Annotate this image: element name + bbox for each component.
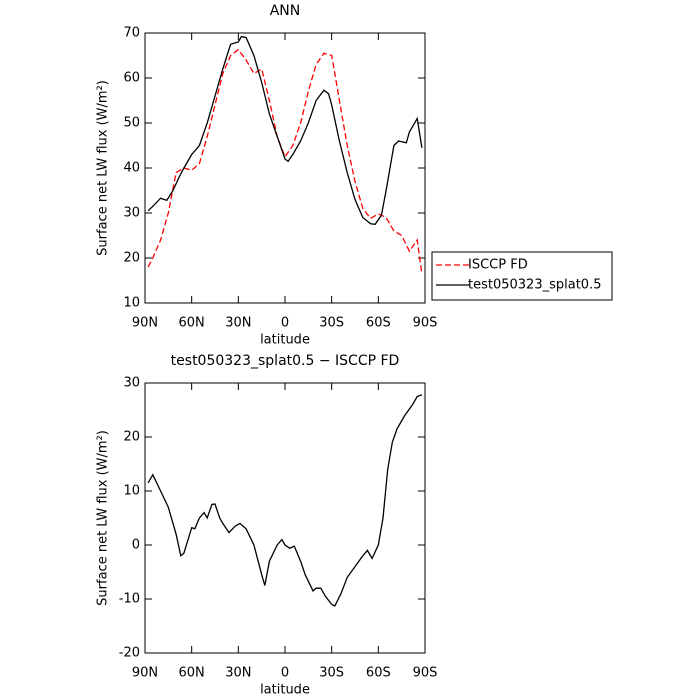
x-tick-label: 30N (225, 316, 251, 331)
y-tick-label: 60 (123, 71, 140, 86)
y-tick-label: 20 (123, 251, 140, 266)
y-tick-label: -20 (119, 646, 140, 661)
x-tick-label: 60S (366, 316, 391, 331)
y-tick-label: 40 (123, 161, 140, 176)
y-axis-label: Surface net LW flux (W/m²) (96, 430, 111, 606)
x-tick-label: 60N (179, 316, 205, 331)
series-line (147, 35, 423, 225)
legend-label: ISCCP FD (468, 258, 528, 273)
series-line (147, 394, 423, 607)
x-tick-label: 0 (281, 666, 289, 681)
y-tick-label: 10 (123, 484, 140, 499)
x-tick-label: 30S (319, 666, 344, 681)
y-axis-label: Surface net LW flux (W/m²) (96, 80, 111, 256)
x-tick-label: 60S (366, 666, 391, 681)
legend-box (431, 251, 613, 301)
y-tick-label: 30 (123, 206, 140, 221)
y-tick-label: 0 (132, 538, 140, 553)
x-tick-label: 90S (413, 666, 438, 681)
x-tick-label: 90N (132, 316, 158, 331)
y-tick-label: 30 (123, 376, 140, 391)
x-tick-label: 30S (319, 316, 344, 331)
x-axis-label: latitude (260, 333, 310, 348)
chart-title: ANN (270, 3, 301, 19)
x-tick-label: 60N (179, 666, 205, 681)
x-tick-label: 90S (413, 316, 438, 331)
x-axis-label: latitude (260, 683, 310, 698)
x-tick-label: 90N (132, 666, 158, 681)
y-tick-label: 50 (123, 116, 140, 131)
y-tick-label: 70 (123, 26, 140, 41)
legend-label: test050323_splat0.5 (468, 278, 601, 293)
y-tick-label: -10 (119, 592, 140, 607)
chart-title: test050323_splat0.5 − ISCCP FD (171, 353, 400, 369)
x-tick-label: 30N (225, 666, 251, 681)
y-tick-label: 10 (123, 296, 140, 311)
series-line (147, 48, 423, 274)
x-tick-label: 0 (281, 316, 289, 331)
y-tick-label: 20 (123, 430, 140, 445)
plot-frame (144, 32, 426, 304)
